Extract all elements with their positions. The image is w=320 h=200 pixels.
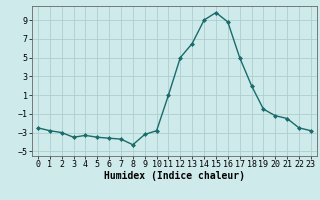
X-axis label: Humidex (Indice chaleur): Humidex (Indice chaleur) xyxy=(104,171,245,181)
